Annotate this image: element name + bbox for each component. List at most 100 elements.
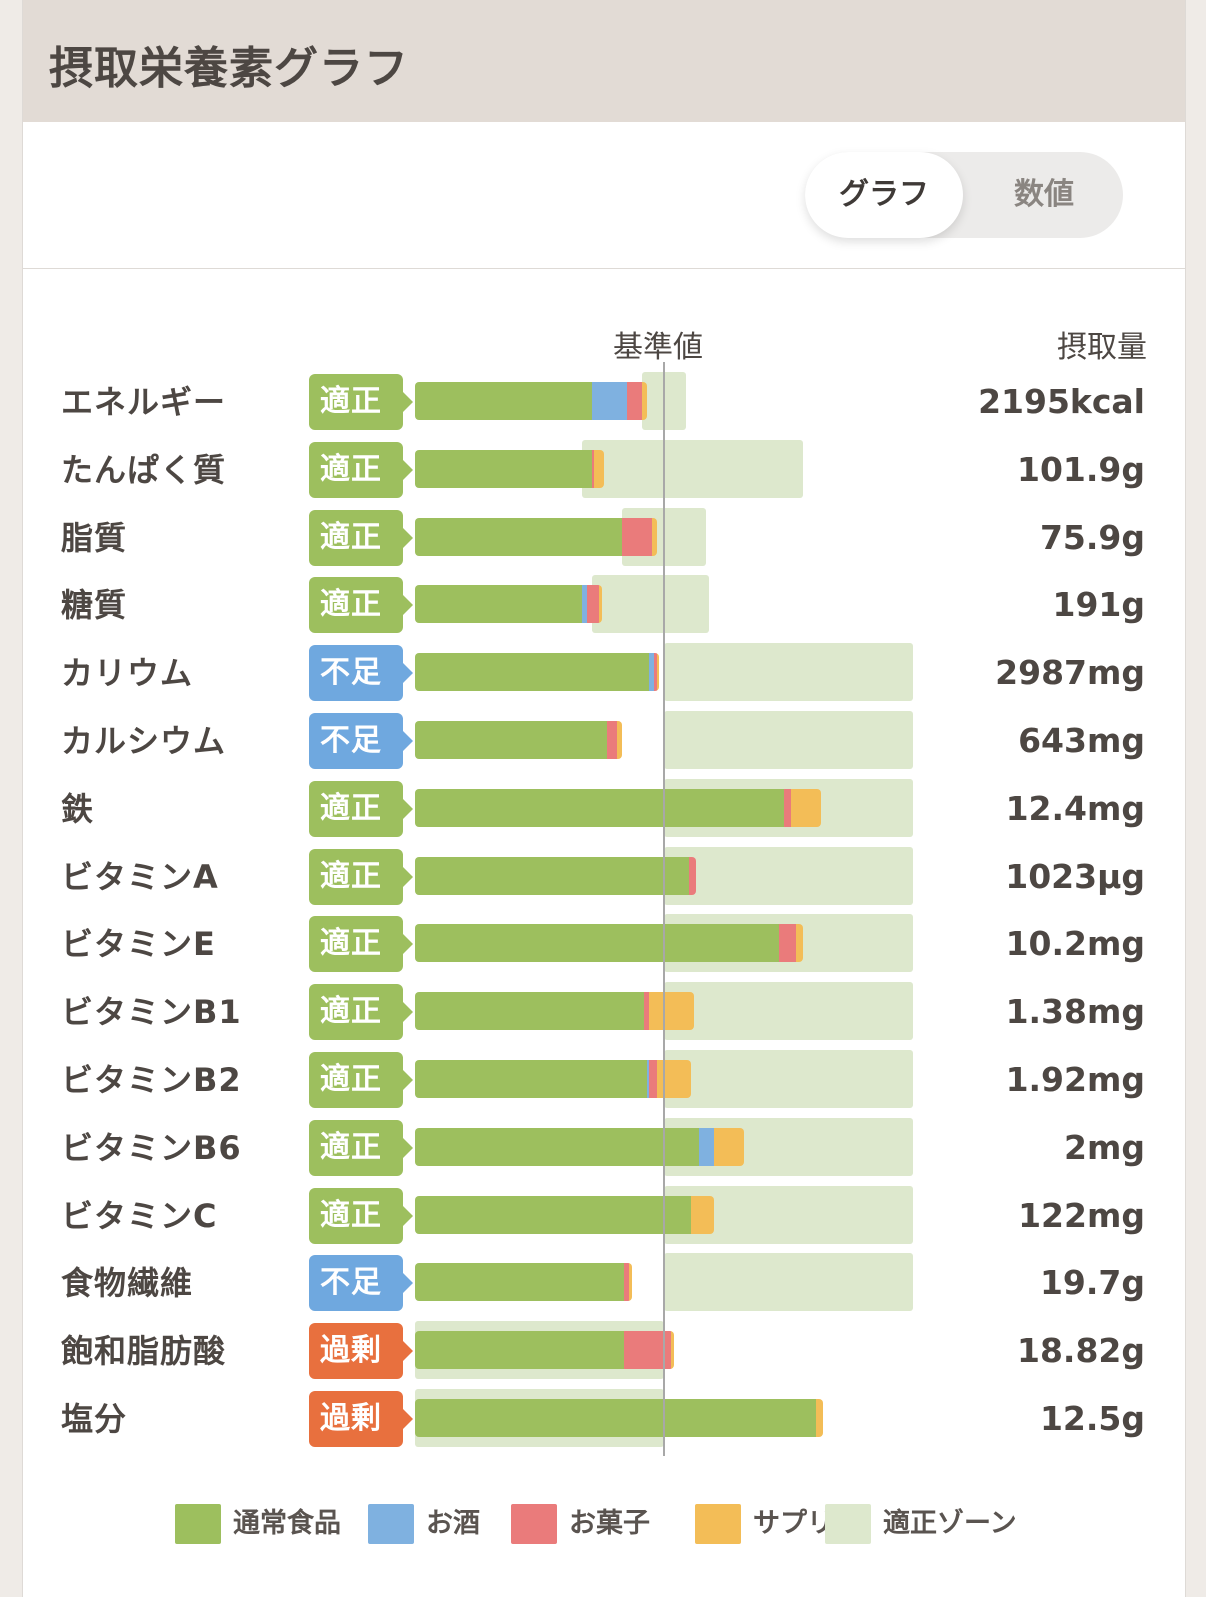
bar-segment-supplement xyxy=(713,1127,744,1166)
nutrient-name: ビタミンE xyxy=(61,925,216,964)
bar-segment-supplement xyxy=(629,1263,632,1302)
bar-segment-supplement xyxy=(649,992,694,1031)
appropriate-zone xyxy=(591,575,709,634)
nutrient-name: ビタミンC xyxy=(61,1196,218,1235)
bar-segment-normal-food xyxy=(415,449,592,488)
status-badge: 適正 xyxy=(309,1187,413,1244)
bar-segment-normal-food xyxy=(415,382,592,420)
bar-segment-normal-food xyxy=(415,1331,625,1370)
nutrient-row: 食物繊維 不足 19.7g xyxy=(23,1253,1185,1313)
intake-bar xyxy=(415,1127,744,1166)
nutrient-row: ビタミンE 適正 10.2mg xyxy=(23,914,1185,974)
toggle-graph[interactable]: グラフ xyxy=(805,152,963,238)
bar-segment-normal-food xyxy=(415,653,650,692)
nutrient-name: 飽和脂肪酸 xyxy=(61,1332,227,1371)
status-badge: 適正 xyxy=(309,374,413,430)
intake-bar xyxy=(415,1399,824,1437)
bar-segment-supplement xyxy=(656,1060,692,1098)
intake-bar xyxy=(415,653,659,692)
bar-segment-supplement xyxy=(691,1195,714,1234)
appropriate-zone xyxy=(664,711,913,769)
appropriate-zone xyxy=(581,439,804,498)
status-badge: 適正 xyxy=(309,916,413,973)
nutrient-name: カルシウム xyxy=(61,722,227,760)
bar-segment-sweets xyxy=(654,653,657,692)
view-toggle[interactable]: 数値 グラフ xyxy=(805,152,1123,238)
bar-segment-sweets xyxy=(586,585,600,624)
intake-bar xyxy=(415,585,602,624)
intake-value: 1.92mg xyxy=(1005,1060,1145,1099)
intake-bar xyxy=(415,856,697,895)
bar-segment-sweets xyxy=(621,517,652,556)
nutrient-row: ビタミンB1 適正 1.38mg xyxy=(23,982,1185,1042)
nutrient-row: ビタミンC 適正 122mg xyxy=(23,1185,1185,1246)
status-badge: 過剰 xyxy=(309,1391,413,1447)
nutrient-row: ビタミンA 適正 1023μg xyxy=(23,846,1185,907)
legend-label: お菓子 xyxy=(569,1508,650,1539)
bar-segment-sweets xyxy=(591,449,595,488)
bar-segment-supplement xyxy=(594,449,605,488)
status-badge: 不足 xyxy=(309,713,413,769)
bar-segment-supplement xyxy=(616,721,622,759)
intake-bar xyxy=(415,382,647,420)
legend-swatch xyxy=(368,1504,414,1544)
status-badge: 適正 xyxy=(309,1119,413,1176)
intake-value: 19.7g xyxy=(1039,1263,1145,1303)
status-badge: 適正 xyxy=(309,984,413,1041)
intake-bar xyxy=(415,924,804,963)
status-badge: 適正 xyxy=(309,848,413,905)
legend-swatch xyxy=(175,1504,221,1544)
nutrient-name: カリウム xyxy=(61,654,194,693)
nutrient-row: 飽和脂肪酸 過剰 18.82g xyxy=(23,1321,1185,1381)
bar-segment-normal-food xyxy=(415,1195,692,1234)
bar-segment-normal-food xyxy=(415,721,607,759)
nutrient-name: ビタミンB1 xyxy=(61,993,242,1032)
bar-segment-supplement xyxy=(656,653,659,692)
intake-bar xyxy=(415,992,694,1031)
legend-label: お酒 xyxy=(426,1508,480,1539)
nutrient-row: 鉄 適正 12.4mg xyxy=(23,778,1185,839)
legend-swatch xyxy=(825,1504,871,1544)
nutrient-name: 食物繊維 xyxy=(61,1264,194,1303)
nutrient-row: カルシウム 不足 643mg xyxy=(23,711,1185,771)
intake-value: 12.5g xyxy=(1039,1399,1145,1438)
toggle-numbers[interactable]: 数値 xyxy=(1014,177,1074,212)
intake-value: 75.9g xyxy=(1039,517,1145,557)
intake-value: 122mg xyxy=(1018,1195,1145,1235)
intake-value: 2987mg xyxy=(995,653,1145,693)
page-title: 摂取栄養素グラフ xyxy=(49,43,409,94)
status-badge: 過剰 xyxy=(309,1323,413,1380)
bar-segment-normal-food xyxy=(415,924,779,963)
intake-bar xyxy=(415,1195,714,1234)
appropriate-zone xyxy=(664,1253,913,1312)
intake-value: 18.82g xyxy=(1016,1331,1145,1371)
bar-segment-normal-food xyxy=(415,1399,816,1437)
nutrient-row: 脂質 適正 75.9g xyxy=(23,507,1185,568)
nutrient-name: 脂質 xyxy=(61,518,128,557)
nutrient-name: エネルギー xyxy=(61,383,227,421)
bar-segment-normal-food xyxy=(415,992,645,1031)
reference-line xyxy=(663,362,665,1456)
legend-label: 通常食品 xyxy=(233,1508,341,1539)
bar-segment-sweets xyxy=(688,856,697,895)
bar-segment-supplement xyxy=(815,1399,824,1437)
bar-segment-supplement xyxy=(651,517,657,556)
intake-value: 191g xyxy=(1052,585,1145,625)
nutrient-row: エネルギー 適正 2195kcal xyxy=(23,372,1185,432)
bar-segment-supplement xyxy=(599,585,602,624)
bar-segment-normal-food xyxy=(415,788,784,827)
bar-segment-normal-food xyxy=(415,856,689,895)
intake-bar xyxy=(415,1263,632,1302)
status-badge: 適正 xyxy=(309,780,413,837)
intake-value: 2mg xyxy=(1064,1127,1145,1167)
nutrient-name: 塩分 xyxy=(61,1400,128,1438)
nutrient-name: ビタミンA xyxy=(61,857,219,896)
bar-segment-sweets xyxy=(778,924,796,963)
intake-bar xyxy=(415,1060,692,1098)
bar-segment-normal-food xyxy=(415,585,582,624)
nutrient-row: たんぱく質 適正 101.9g xyxy=(23,439,1185,500)
appropriate-zone xyxy=(664,846,913,905)
card-header: 摂取栄養素グラフ xyxy=(23,0,1185,122)
nutrient-name: ビタミンB6 xyxy=(61,1128,242,1167)
bar-segment-normal-food xyxy=(415,1060,647,1098)
